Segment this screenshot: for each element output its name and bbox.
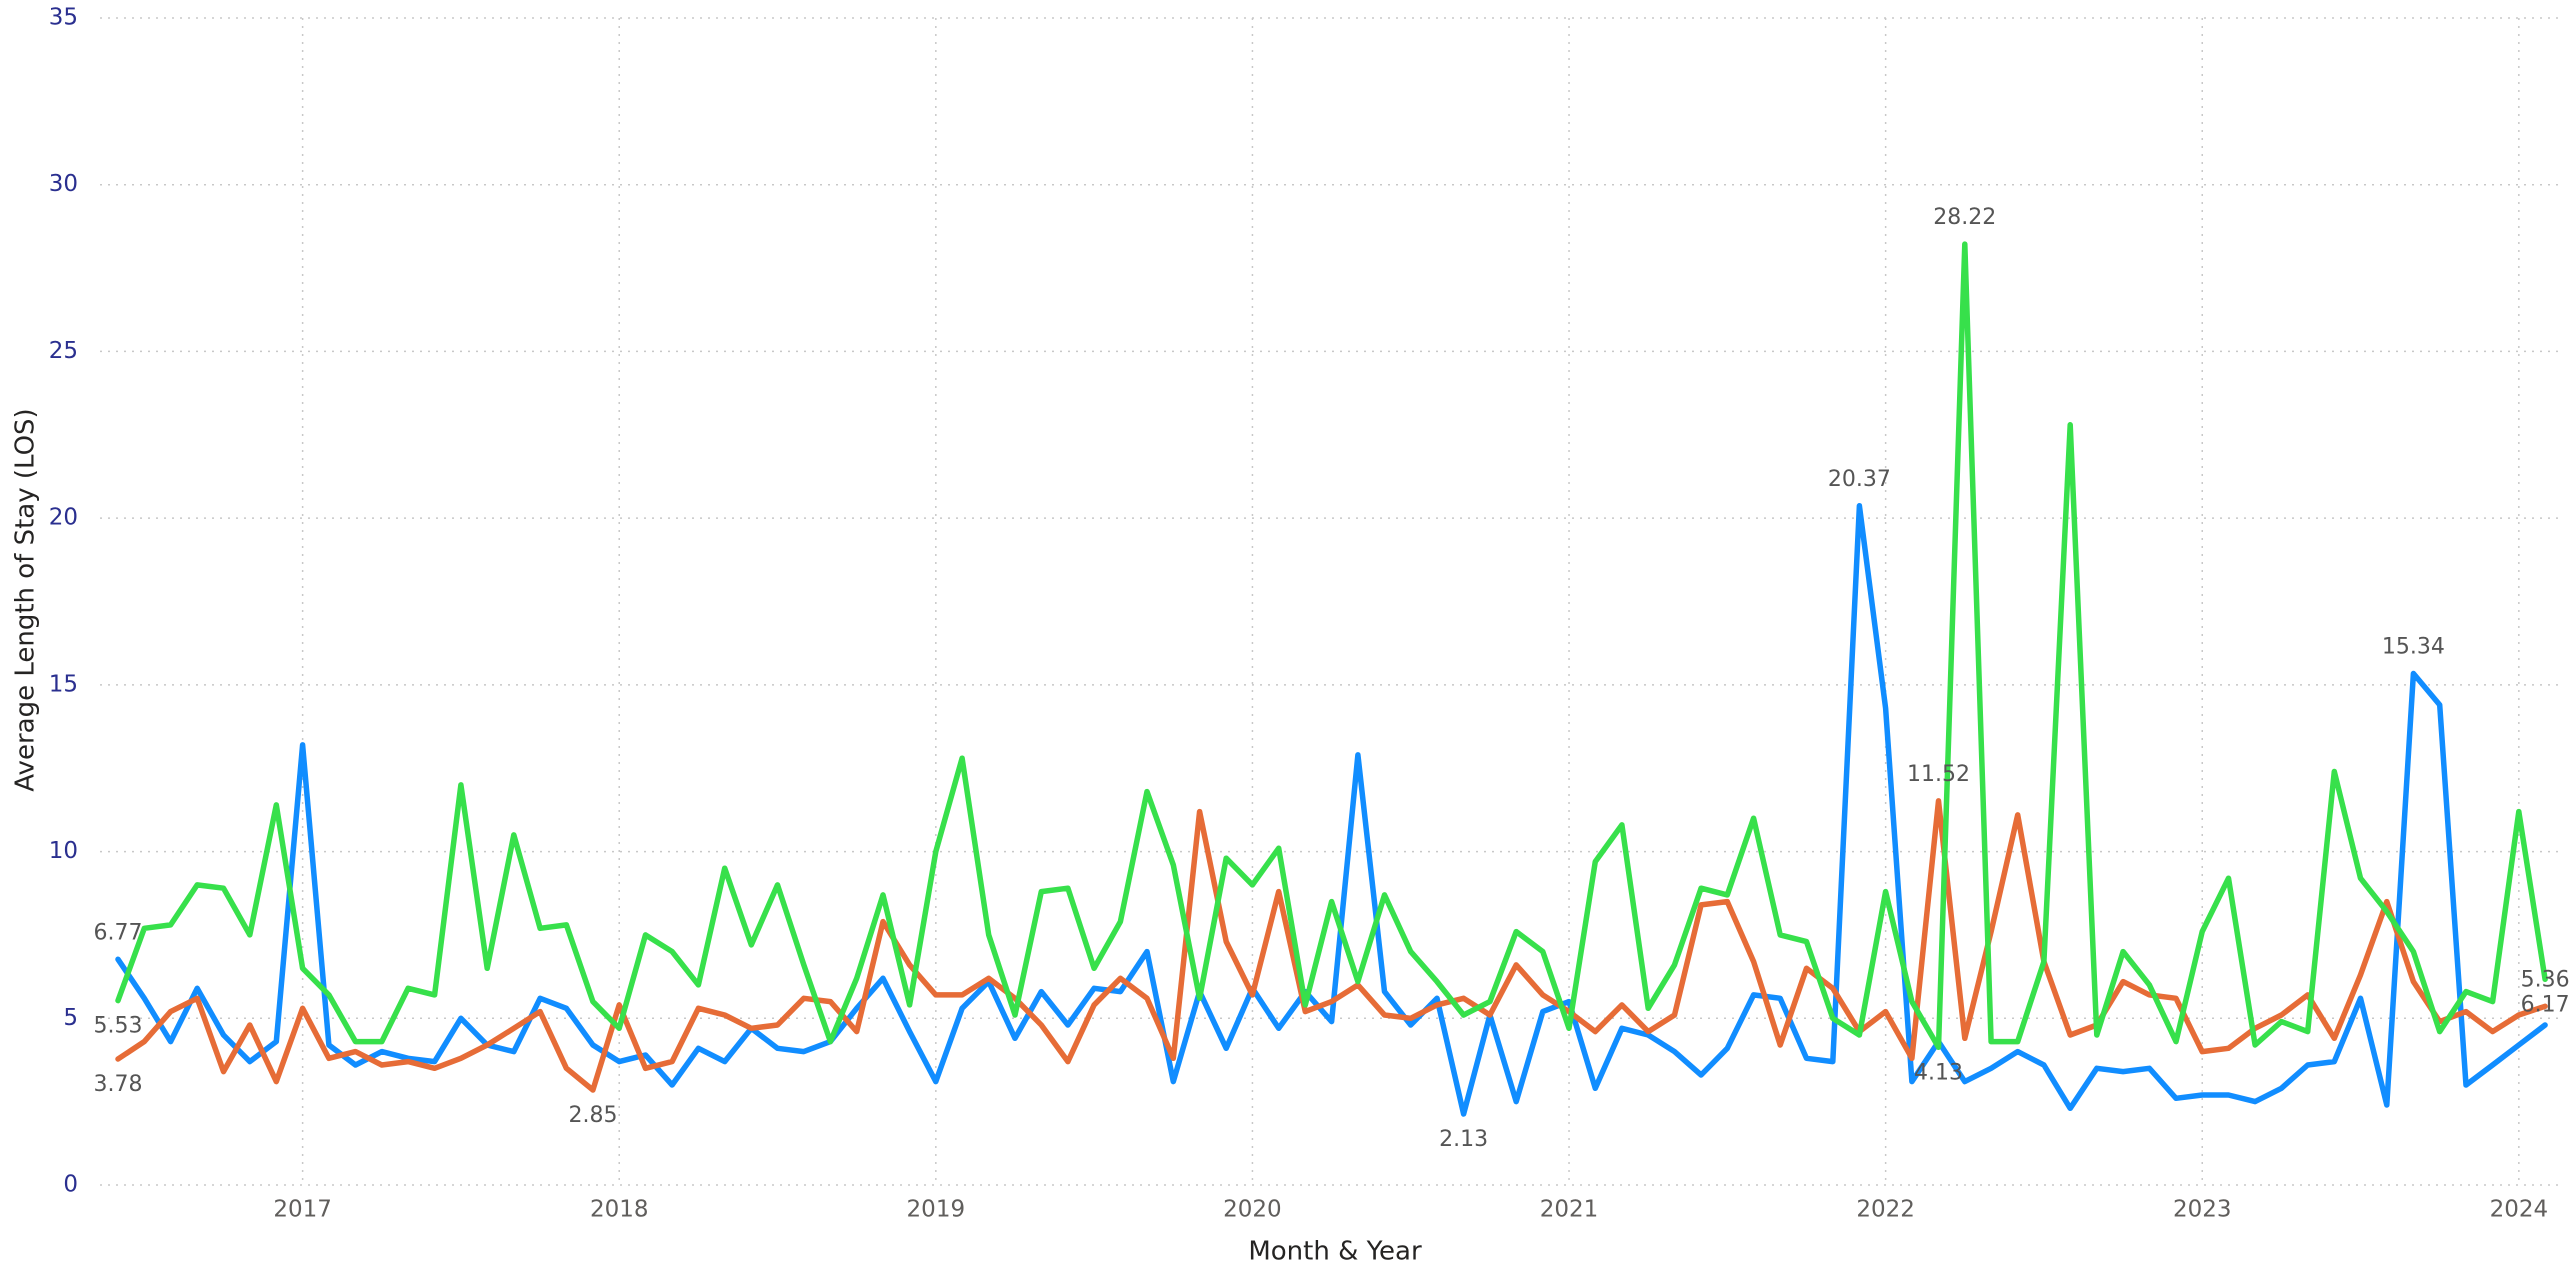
data-label: 3.78 [94,1072,143,1097]
series-line [115,241,2548,1051]
series-line [115,503,2548,1117]
data-label: 6.17 [2521,992,2570,1017]
y-tick-label: 20 [49,505,78,531]
data-label: 6.77 [94,920,143,945]
data-label: 2.85 [568,1103,617,1128]
data-label: 4.13 [1914,1060,1963,1085]
data-label: 11.52 [1907,762,1970,787]
x-tick-label: 2017 [273,1197,332,1223]
y-tick-label: 0 [63,1172,78,1198]
data-label: 2.13 [1439,1127,1488,1152]
x-tick-label: 2019 [907,1197,966,1223]
data-label: 5.53 [94,1014,143,1039]
data-label: 15.34 [2382,635,2445,660]
data-label: 20.37 [1828,467,1891,492]
y-tick-label: 30 [49,171,78,197]
y-tick-label: 15 [49,671,78,697]
y-tick-label: 25 [49,338,78,364]
x-tick-label: 2023 [2173,1197,2232,1223]
y-tick-label: 5 [63,1005,78,1031]
y-tick-label: 10 [49,838,78,864]
y-tick-label: 35 [49,5,78,31]
x-tick-label: 2018 [590,1197,649,1223]
y-axis-title: Average Length of Stay (LOS) [11,408,41,791]
x-axis-title: Month & Year [1248,1237,1422,1267]
x-tick-label: 2024 [2490,1197,2549,1223]
x-tick-label: 2021 [1540,1197,1599,1223]
data-label: 5.36 [2521,967,2570,992]
data-label: 28.22 [1933,205,1996,230]
x-tick-label: 2022 [1856,1197,1915,1223]
x-tick-label: 2020 [1223,1197,1282,1223]
series-line [115,798,2548,1093]
